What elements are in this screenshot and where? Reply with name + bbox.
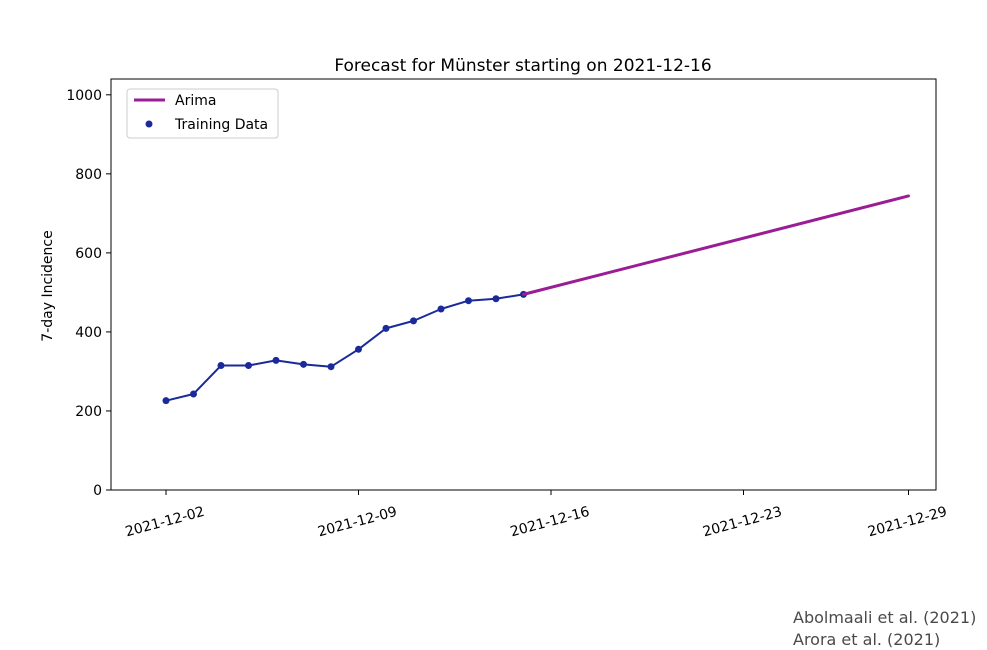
training-data-point (327, 363, 335, 371)
training-data-point (217, 362, 225, 370)
training-data-point (437, 305, 445, 313)
x-tick-label: 2021-12-29 (866, 504, 949, 541)
y-tick-label: 800 (75, 167, 102, 183)
training-data-point (300, 360, 307, 368)
x-tick-label: 2021-12-09 (316, 504, 399, 541)
training-data-point (162, 397, 170, 405)
training-data-point (465, 297, 472, 305)
legend: Arima Training Data (126, 88, 279, 139)
plot-frame (110, 78, 937, 491)
plot-layer: 0 200 400 600 800 1000 2021-12-02 2021-12-09 202… (66, 88, 948, 541)
x-tick-label: 2021-12-02 (124, 504, 207, 541)
y-tick-label: 0 (93, 483, 102, 499)
training-data-point (190, 390, 197, 398)
chart-title: Forecast for Münster starting on 2021-12… (334, 56, 711, 76)
legend-arima-label: Arima (175, 93, 216, 109)
y-tick-label: 400 (75, 325, 102, 341)
credit-line-2: Arora et al. (2021) (793, 630, 941, 649)
y-tick-label: 1000 (66, 88, 102, 104)
x-tick-label: 2021-12-16 (509, 504, 592, 541)
arima-line (522, 194, 910, 296)
training-data-point (382, 324, 390, 332)
training-data-point (355, 345, 362, 353)
y-tick-label: 600 (75, 246, 102, 262)
legend-training-marker (145, 120, 153, 128)
y-tick-label: 200 (75, 404, 102, 420)
x-tick-label: 2021-12-23 (701, 504, 784, 541)
credit-line-1: Abolmaali et al. (2021) (793, 608, 977, 627)
training-data-point (272, 356, 280, 364)
training-data-point (410, 317, 417, 325)
legend-training-label: Training Data (174, 117, 268, 133)
training-data-point (245, 362, 252, 370)
training-data-point (492, 295, 500, 303)
training-data-line (165, 293, 525, 402)
y-axis-label: 7-day Incidence (40, 230, 56, 341)
